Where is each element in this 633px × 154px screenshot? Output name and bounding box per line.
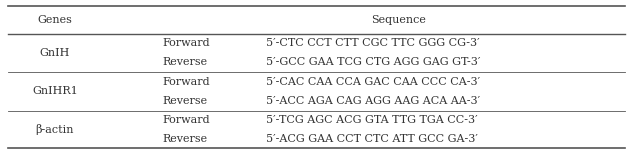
Text: Reverse: Reverse [162, 134, 207, 144]
Text: Reverse: Reverse [162, 57, 207, 67]
Text: Forward: Forward [162, 115, 210, 125]
Text: 5′-TCG AGC ACG GTA TTG TGA CC-3′: 5′-TCG AGC ACG GTA TTG TGA CC-3′ [266, 115, 478, 125]
Text: 5′-CTC CCT CTT CGC TTC GGG CG-3′: 5′-CTC CCT CTT CGC TTC GGG CG-3′ [266, 38, 480, 48]
Text: Forward: Forward [162, 38, 210, 48]
Text: Genes: Genes [37, 15, 72, 25]
Text: β-actin: β-actin [35, 124, 74, 135]
Text: 5′-CAC CAA CCA GAC CAA CCC CA-3′: 5′-CAC CAA CCA GAC CAA CCC CA-3′ [266, 77, 480, 87]
Text: 5′-ACG GAA CCT CTC ATT GCC GA-3′: 5′-ACG GAA CCT CTC ATT GCC GA-3′ [266, 134, 478, 144]
Text: Sequence: Sequence [371, 15, 426, 25]
Text: Forward: Forward [162, 77, 210, 87]
Text: 5′-ACC AGA CAG AGG AAG ACA AA-3′: 5′-ACC AGA CAG AGG AAG ACA AA-3′ [266, 96, 480, 106]
Text: GnIHR1: GnIHR1 [32, 86, 78, 96]
Text: Reverse: Reverse [162, 96, 207, 106]
Text: 5′-GCC GAA TCG CTG AGG GAG GT-3′: 5′-GCC GAA TCG CTG AGG GAG GT-3′ [266, 57, 480, 67]
Text: GnIH: GnIH [40, 48, 70, 58]
